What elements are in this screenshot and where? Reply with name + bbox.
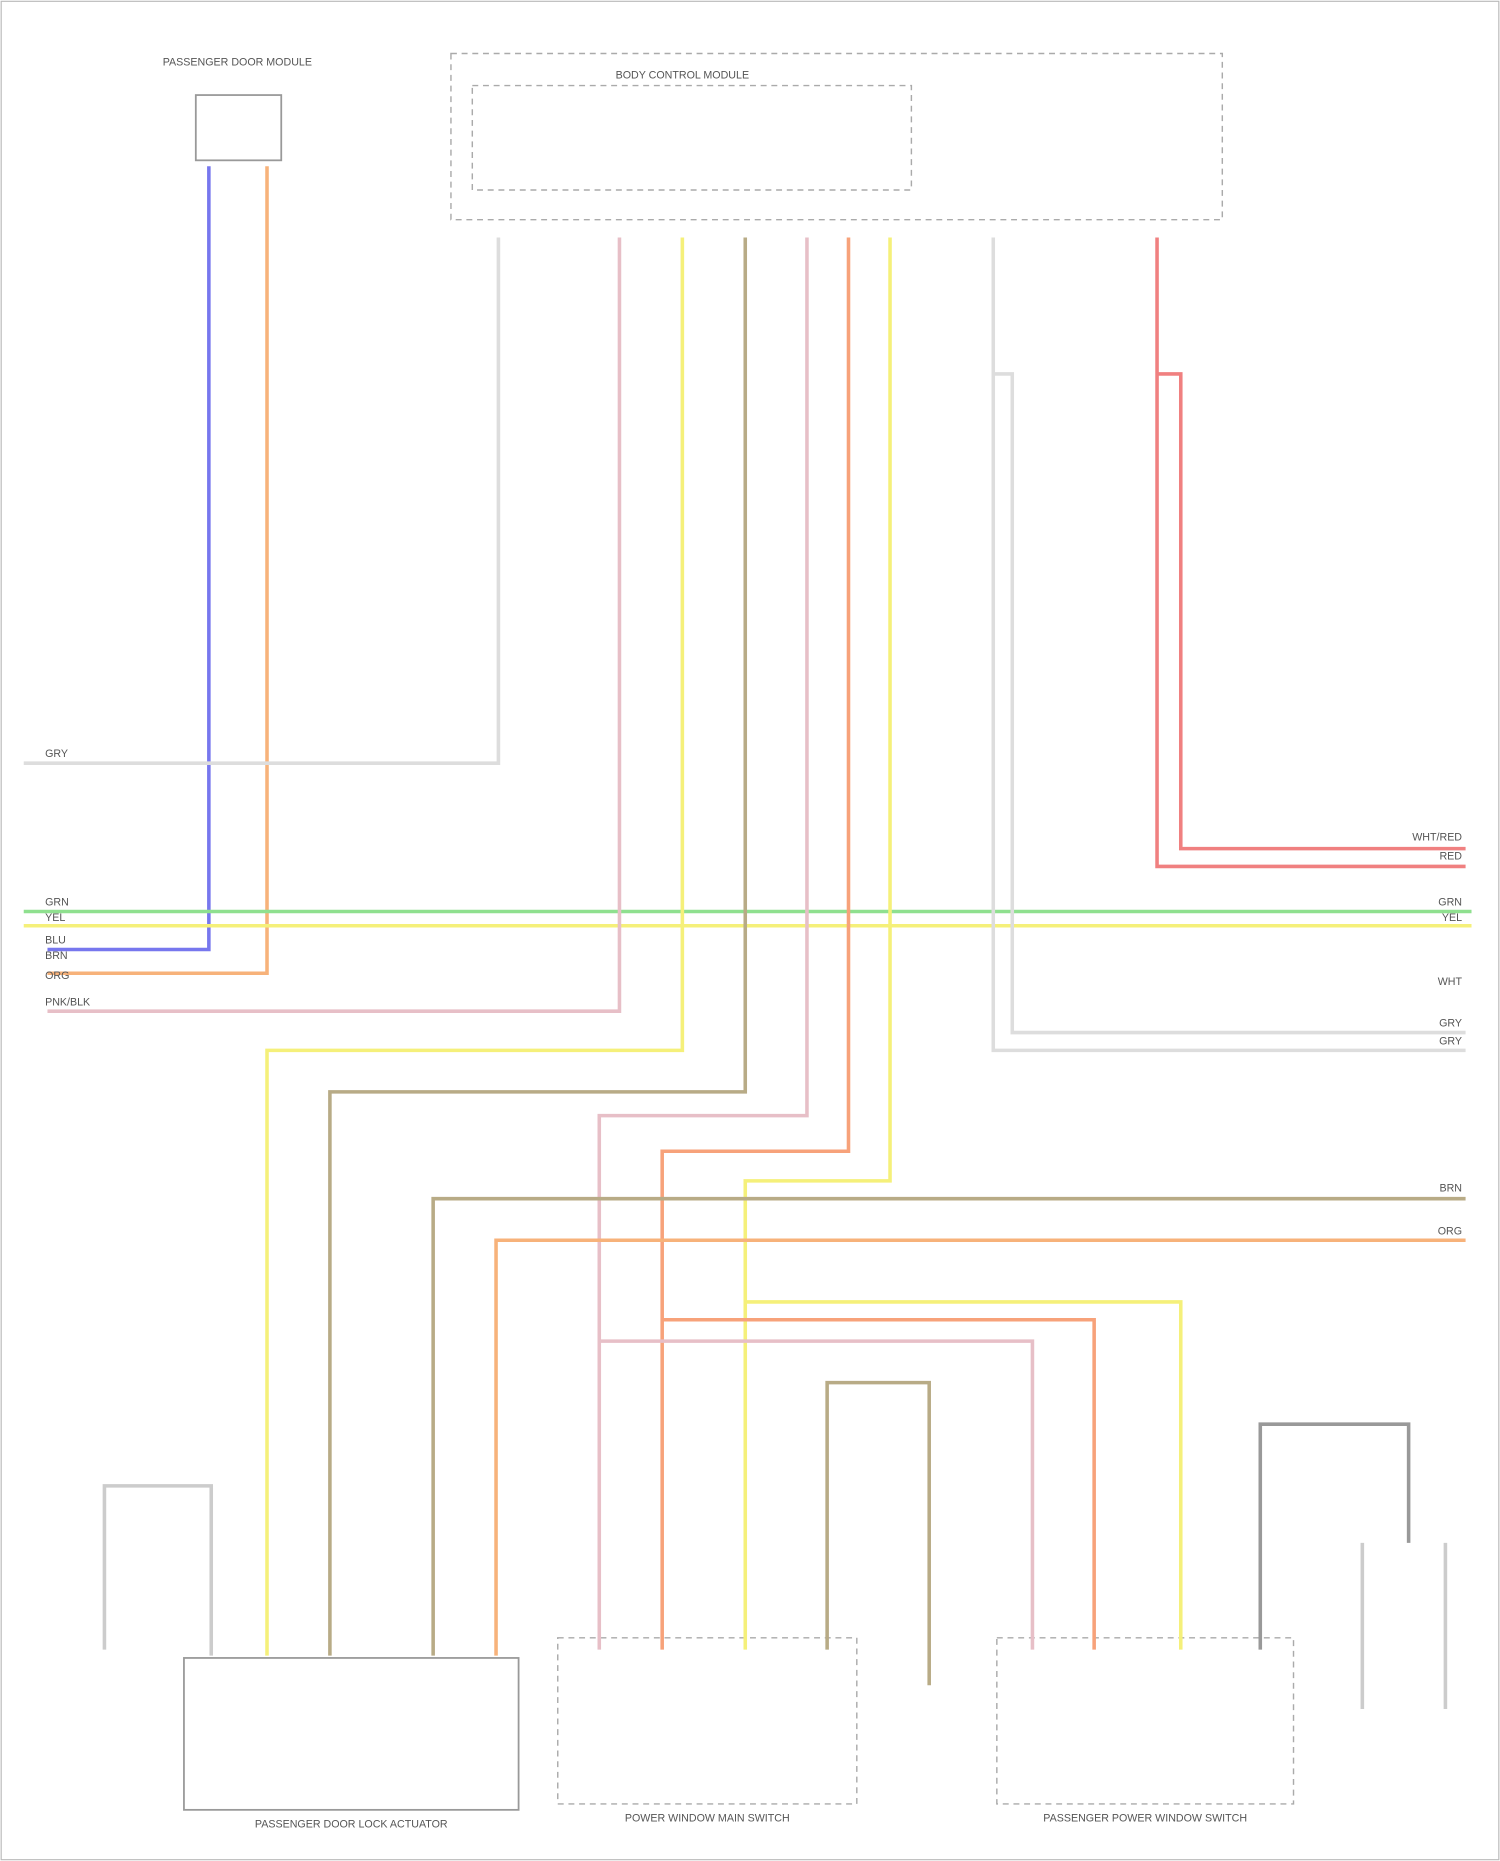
actuator-box [183, 1657, 520, 1811]
module-box [450, 52, 1224, 221]
wire-label: WHT/RED [1412, 831, 1462, 843]
wire [991, 237, 1466, 1053]
wire [494, 1238, 1466, 1656]
wire [660, 237, 851, 1650]
wire-label: PNK/BLK [45, 996, 90, 1008]
wire [1157, 372, 1466, 851]
wire-label: ORG [45, 970, 69, 982]
wire-label: BLU [45, 935, 66, 947]
wires [23, 166, 1472, 1709]
wire [1155, 237, 1466, 869]
wire-label: GRY [45, 748, 68, 760]
wire [1258, 1422, 1411, 1650]
components [183, 52, 1295, 1811]
module-box [194, 94, 283, 162]
wire [23, 237, 501, 765]
component-label: PASSENGER DOOR MODULE [163, 56, 312, 68]
component-label: PASSENGER POWER WINDOW SWITCH [1043, 1813, 1247, 1825]
wire [328, 237, 748, 1656]
wire [102, 1484, 214, 1656]
wire-label: BRN [45, 950, 68, 962]
wire [597, 237, 809, 1650]
module-box [471, 84, 913, 191]
wire [47, 166, 211, 952]
wire-label: YEL [45, 912, 65, 924]
wire-label: ORG [1438, 1225, 1462, 1237]
left-labels: GRY GRN YEL BLU BRN ORG PNK/BLK [45, 748, 90, 1008]
component-label: PASSENGER DOOR LOCK ACTUATOR [255, 1819, 448, 1831]
component-label: BODY CONTROL MODULE [616, 69, 749, 81]
wire [47, 166, 269, 976]
wire [265, 237, 685, 1656]
wire [599, 1339, 1035, 1650]
wire-label: YEL [1442, 912, 1462, 924]
wire [745, 1300, 1183, 1650]
wire [825, 1380, 931, 1686]
wire [743, 237, 892, 1650]
wire [993, 372, 1466, 1035]
right-labels: WHT/RED RED GRN YEL WHT GRY GRY BRN ORG [1412, 831, 1462, 1237]
wire-label: BRN [1439, 1183, 1462, 1195]
labels: PASSENGER DOOR MODULE BODY CONTROL MODUL… [163, 56, 1247, 1830]
wire [662, 1317, 1096, 1650]
component-label: POWER WINDOW MAIN SWITCH [625, 1813, 790, 1825]
wire-label: GRN [45, 897, 69, 909]
wire-label: RED [1439, 850, 1462, 862]
switch-box [557, 1637, 858, 1805]
wire-label: GRY [1439, 1018, 1462, 1030]
wire [47, 237, 622, 1013]
wire-label: GRY [1439, 1035, 1462, 1047]
wire [431, 1196, 1466, 1656]
wire-label: GRN [1438, 897, 1462, 909]
switch-box [996, 1637, 1295, 1805]
wire-label: WHT [1438, 976, 1463, 988]
